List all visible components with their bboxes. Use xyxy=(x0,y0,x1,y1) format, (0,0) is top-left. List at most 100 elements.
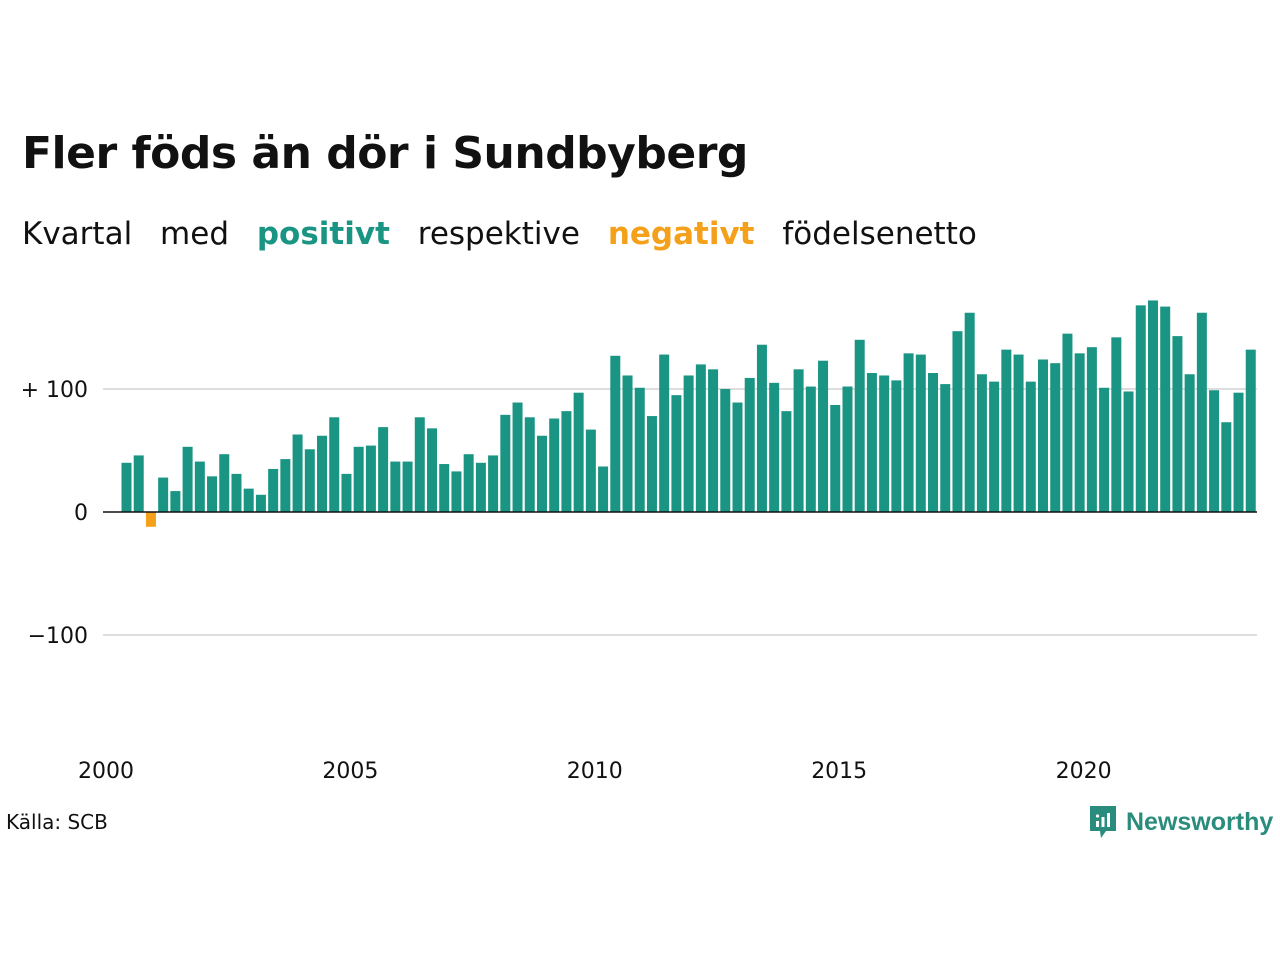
bar xyxy=(500,414,511,512)
newsworthy-logo-icon xyxy=(1090,806,1116,838)
bar xyxy=(255,494,266,512)
bar xyxy=(1147,300,1158,512)
bar xyxy=(121,462,132,512)
bar xyxy=(1086,347,1097,512)
bar xyxy=(1099,387,1110,512)
bar xyxy=(317,435,328,512)
bar xyxy=(133,455,144,512)
bar xyxy=(390,461,401,512)
bar xyxy=(818,360,829,512)
bar xyxy=(145,512,156,527)
bar xyxy=(268,468,279,512)
bar xyxy=(280,459,291,512)
bar xyxy=(231,473,242,512)
subtitle-positive-word: positivt xyxy=(256,216,390,252)
bar xyxy=(622,375,633,512)
brand-logo: Newsworthy xyxy=(1088,803,1273,841)
bar xyxy=(940,384,951,512)
bar xyxy=(304,449,315,512)
subtitle-word: med xyxy=(160,216,229,252)
chart-subtitle: Kvartal med positivt respektive negativt… xyxy=(22,216,995,252)
bar xyxy=(378,427,389,512)
bar xyxy=(475,462,486,512)
bar xyxy=(610,355,621,512)
bar xyxy=(1025,381,1036,512)
bar xyxy=(781,411,792,512)
bar xyxy=(1111,337,1122,512)
bar xyxy=(536,435,547,512)
bar xyxy=(512,402,523,512)
bar xyxy=(952,331,963,512)
subtitle-word: födelsenetto xyxy=(782,216,977,252)
bar xyxy=(854,339,865,512)
bar xyxy=(903,353,914,512)
x-tick-label: 2000 xyxy=(78,759,134,784)
bar xyxy=(341,473,352,512)
bar xyxy=(451,471,462,512)
bar xyxy=(329,417,340,512)
bar xyxy=(1209,390,1220,512)
bar xyxy=(891,380,902,512)
bar xyxy=(585,429,596,512)
bar xyxy=(1135,305,1146,512)
bar xyxy=(1160,306,1171,512)
x-tick-label: 2010 xyxy=(567,759,623,784)
subtitle-word: respektive xyxy=(417,216,580,252)
bar xyxy=(219,454,230,512)
x-tick-label: 2020 xyxy=(1056,759,1112,784)
bar xyxy=(1123,391,1134,512)
bar xyxy=(915,354,926,512)
bar xyxy=(769,382,780,512)
bar xyxy=(646,416,657,512)
bar xyxy=(549,418,560,512)
x-tick-label: 2015 xyxy=(811,759,867,784)
bar xyxy=(1074,353,1085,512)
bar xyxy=(879,375,890,512)
y-tick-label: + 100 xyxy=(21,378,88,403)
bar xyxy=(170,491,181,512)
bar xyxy=(842,386,853,512)
bar xyxy=(1233,392,1244,512)
bar xyxy=(353,446,364,512)
bar xyxy=(928,373,939,512)
bar-chart: + 100 0 −100 2000 2005 2010 2015 2020 xyxy=(21,300,1257,784)
bar xyxy=(989,381,1000,512)
bar xyxy=(207,476,218,512)
bar xyxy=(756,344,767,512)
bar xyxy=(414,417,425,512)
bar xyxy=(488,455,499,512)
bar xyxy=(194,461,205,512)
bar xyxy=(182,446,193,512)
bar xyxy=(964,312,975,512)
bar xyxy=(659,354,670,512)
subtitle-word: Kvartal xyxy=(22,216,133,252)
bar xyxy=(695,364,706,512)
y-tick-label: 0 xyxy=(74,501,88,526)
bar xyxy=(1221,422,1232,512)
bar xyxy=(805,386,816,512)
bar xyxy=(561,411,572,512)
bar xyxy=(683,375,694,512)
bar xyxy=(524,417,535,512)
bar xyxy=(732,402,743,512)
bar xyxy=(158,477,169,512)
bar xyxy=(1050,363,1061,512)
bar xyxy=(439,464,450,512)
y-tick-label: −100 xyxy=(28,624,88,649)
bar xyxy=(463,454,474,512)
chart-title: Fler föds än dör i Sundbyberg xyxy=(22,128,748,179)
bar xyxy=(573,392,584,512)
brand-name: Newsworthy xyxy=(1126,807,1274,836)
bar xyxy=(1001,349,1012,512)
subtitle-negative-word: negativt xyxy=(607,216,755,252)
bar xyxy=(671,395,682,512)
bar xyxy=(1245,349,1256,512)
bar xyxy=(720,389,731,512)
bar xyxy=(1172,336,1183,512)
bar xyxy=(402,461,413,512)
bar xyxy=(976,374,987,512)
bar xyxy=(830,404,841,512)
bar xyxy=(1196,312,1207,512)
bar xyxy=(634,387,645,512)
bar xyxy=(708,369,719,512)
